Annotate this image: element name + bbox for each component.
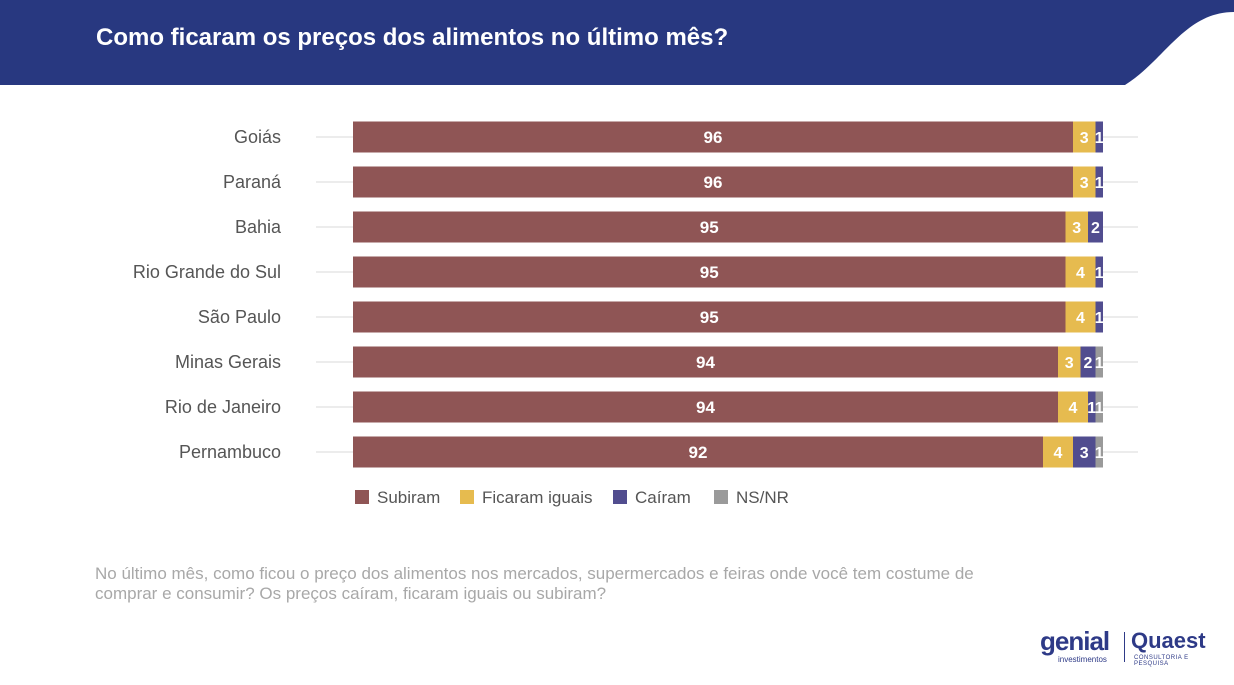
quaest-logo: Quaest [1131, 628, 1206, 653]
legend-swatch [355, 490, 369, 504]
data-label: 95 [700, 218, 719, 237]
bar-segment [353, 166, 1073, 198]
data-label: 4 [1069, 400, 1078, 417]
data-label: 1 [1095, 310, 1104, 327]
bar-segment [1095, 166, 1103, 198]
data-label: 3 [1080, 445, 1089, 462]
data-label: 1 [1087, 400, 1096, 417]
page-title: Como ficaram os preços dos alimentos no … [96, 24, 729, 51]
legend-label: Subiram [377, 488, 440, 507]
legend-swatch [613, 490, 627, 504]
data-label: 3 [1080, 175, 1089, 192]
bar-segment [1088, 211, 1103, 243]
bar-segment [1080, 346, 1096, 378]
data-label: 95 [700, 308, 719, 327]
legend-label: Caíram [635, 488, 691, 507]
bar-segment [1065, 301, 1096, 333]
category-label: Pernambuco [179, 442, 281, 462]
bar-segment [1058, 391, 1088, 423]
data-label: 1 [1095, 175, 1104, 192]
bar-segment [1065, 211, 1088, 243]
bar-segment [353, 256, 1066, 288]
legend-swatch [460, 490, 474, 504]
data-label: 96 [704, 128, 723, 147]
legend-label: Ficaram iguais [482, 488, 593, 507]
category-label: Bahia [235, 217, 282, 237]
bar-segment [1095, 301, 1103, 333]
data-label: 1 [1095, 400, 1104, 417]
bar-segment [1073, 166, 1096, 198]
data-label: 4 [1076, 310, 1085, 327]
bar-segment [353, 211, 1066, 243]
bar-segment [1043, 436, 1073, 468]
quaest-logo-subtitle: CONSULTORIA E PESQUISA [1134, 655, 1189, 667]
category-label: Minas Gerais [175, 352, 281, 372]
header-shape [0, 0, 1234, 85]
survey-question: No último mês, como ficou o preço dos al… [95, 564, 974, 603]
genial-logo: genial [1040, 626, 1110, 656]
bar-segment [1088, 391, 1096, 423]
category-label: São Paulo [198, 307, 281, 327]
legend-swatch [714, 490, 728, 504]
logo-divider [1124, 632, 1125, 662]
data-label: 95 [700, 263, 719, 282]
data-label: 2 [1091, 220, 1100, 237]
bar-segment [1073, 121, 1096, 153]
data-label: 4 [1076, 265, 1085, 282]
bar-segment [1095, 436, 1103, 468]
bar-segment [1065, 256, 1096, 288]
category-label: Paraná [223, 172, 282, 192]
data-label: 4 [1054, 445, 1063, 462]
header-banner [0, 0, 1234, 85]
bar-segment [353, 121, 1073, 153]
category-label: Goiás [234, 127, 281, 147]
bar-segment [1073, 436, 1096, 468]
category-label: Rio de Janeiro [165, 397, 281, 417]
category-label: Rio Grande do Sul [133, 262, 281, 282]
bar-segment [1058, 346, 1081, 378]
data-label: 3 [1072, 220, 1081, 237]
data-label: 94 [696, 353, 715, 372]
bar-segment [353, 436, 1043, 468]
data-label: 1 [1095, 130, 1104, 147]
data-label: 1 [1095, 445, 1104, 462]
bar-segment [1095, 121, 1103, 153]
genial-logo-subtitle: investimentos [1058, 655, 1107, 664]
brand-logos: genial investimentos Quaest CONSULTORIA … [1036, 626, 1216, 668]
data-label: 3 [1065, 355, 1074, 372]
bar-segment [1095, 256, 1103, 288]
legend-label: NS/NR [736, 488, 789, 507]
data-label: 96 [704, 173, 723, 192]
bar-segment [1095, 391, 1103, 423]
bar-segment [1095, 346, 1103, 378]
data-label: 92 [689, 443, 708, 462]
bar-segment [353, 346, 1058, 378]
bar-segment [353, 301, 1066, 333]
data-label: 2 [1084, 355, 1093, 372]
bar-segment [353, 391, 1058, 423]
data-label: 3 [1080, 130, 1089, 147]
data-label: 1 [1095, 265, 1104, 282]
data-label: 1 [1095, 355, 1104, 372]
data-label: 94 [696, 398, 715, 417]
